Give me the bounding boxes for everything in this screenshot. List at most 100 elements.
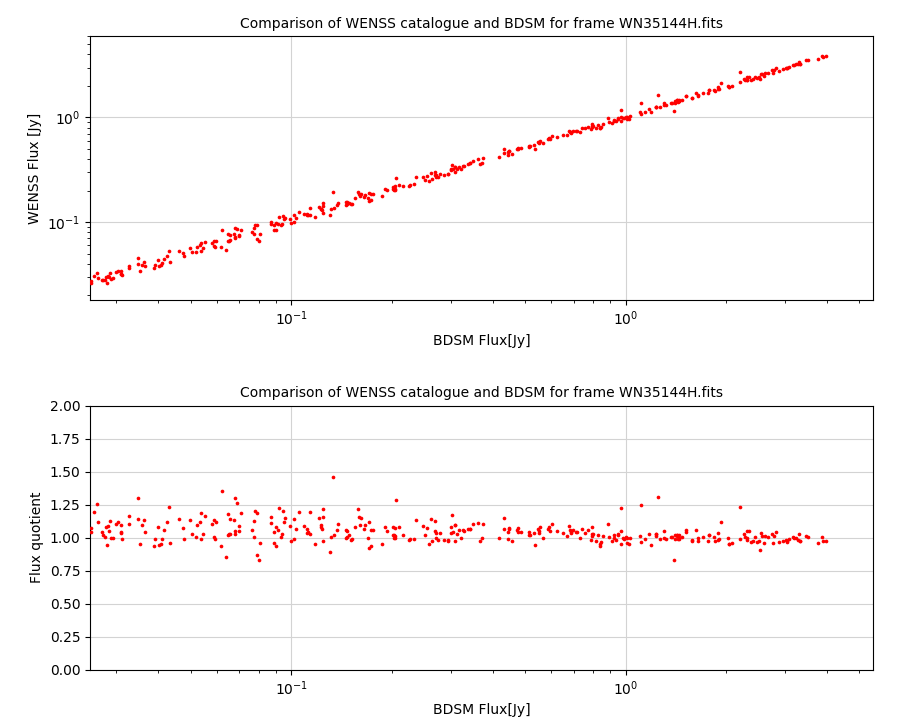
Point xyxy=(584,123,598,135)
Point xyxy=(122,510,136,521)
Point xyxy=(356,523,371,535)
Point xyxy=(766,537,780,549)
Point xyxy=(619,531,634,542)
Point xyxy=(651,89,665,101)
Point xyxy=(722,538,736,549)
Point xyxy=(276,214,291,225)
Point xyxy=(316,199,330,211)
Point xyxy=(316,207,330,219)
Point xyxy=(590,535,604,546)
Point xyxy=(722,81,736,93)
Point xyxy=(679,524,693,536)
Point xyxy=(380,525,394,536)
Point xyxy=(340,197,355,208)
Point xyxy=(221,528,236,540)
Point xyxy=(327,202,341,214)
Point xyxy=(147,262,161,274)
Point xyxy=(133,266,148,277)
Point xyxy=(313,204,328,215)
Point xyxy=(685,91,699,103)
Point xyxy=(544,518,559,529)
Point xyxy=(352,512,366,523)
Point xyxy=(147,541,161,552)
Point xyxy=(619,111,634,122)
Point xyxy=(84,276,98,287)
Point xyxy=(98,531,112,543)
Point xyxy=(642,103,656,114)
Point xyxy=(421,176,436,187)
Point xyxy=(253,228,267,239)
Point xyxy=(300,208,314,220)
Point xyxy=(194,237,208,248)
Point xyxy=(278,512,293,523)
Point xyxy=(720,532,734,544)
Point xyxy=(113,520,128,531)
Point xyxy=(418,174,432,185)
Point xyxy=(564,127,579,138)
Point xyxy=(738,531,752,543)
Point xyxy=(475,152,490,163)
Point xyxy=(208,240,222,252)
Point xyxy=(614,526,628,537)
Point xyxy=(358,189,373,201)
Point xyxy=(205,518,220,530)
Point xyxy=(297,521,311,532)
Point xyxy=(450,528,464,539)
Point xyxy=(105,272,120,284)
Point xyxy=(301,527,315,539)
Point xyxy=(592,122,607,134)
Point xyxy=(177,251,192,262)
Point xyxy=(511,142,526,153)
Point xyxy=(799,55,814,66)
Point xyxy=(423,513,437,525)
Point xyxy=(611,113,625,125)
Point xyxy=(428,169,442,181)
Point xyxy=(670,96,685,107)
Point xyxy=(271,502,285,513)
Point xyxy=(113,266,128,277)
Point xyxy=(761,67,776,78)
Point xyxy=(611,528,625,539)
Point xyxy=(814,531,829,542)
Point xyxy=(151,254,166,266)
Point xyxy=(247,222,261,234)
Point xyxy=(621,539,635,550)
Point xyxy=(671,95,686,107)
Point xyxy=(779,536,794,547)
Point xyxy=(308,211,322,222)
Point xyxy=(500,526,515,538)
Point xyxy=(220,508,235,520)
Point xyxy=(685,92,699,104)
Point xyxy=(190,242,204,253)
Point xyxy=(793,58,807,70)
Point xyxy=(172,513,186,525)
Point xyxy=(160,516,175,527)
Point xyxy=(498,512,512,523)
Point xyxy=(316,536,330,547)
Point xyxy=(155,534,169,545)
Point xyxy=(446,526,461,537)
Point xyxy=(562,125,577,137)
Point xyxy=(264,518,278,529)
Point xyxy=(634,500,648,511)
Point xyxy=(787,532,801,544)
Point xyxy=(664,531,679,543)
Point xyxy=(221,235,236,246)
Point xyxy=(344,534,358,546)
Point xyxy=(365,524,380,536)
Point xyxy=(441,168,455,180)
Point xyxy=(466,155,481,166)
Point xyxy=(271,524,285,536)
Point xyxy=(787,59,801,71)
Point xyxy=(389,494,403,505)
Point xyxy=(388,181,402,192)
Point xyxy=(527,143,542,154)
Point xyxy=(767,65,781,76)
Point xyxy=(521,140,535,151)
Title: Comparison of WENSS catalogue and BDSM for frame WN35144H.fits: Comparison of WENSS catalogue and BDSM f… xyxy=(240,17,723,31)
Point xyxy=(685,535,699,546)
Point xyxy=(527,540,542,552)
Point xyxy=(750,536,764,548)
Point xyxy=(606,536,620,547)
Point xyxy=(712,83,726,94)
